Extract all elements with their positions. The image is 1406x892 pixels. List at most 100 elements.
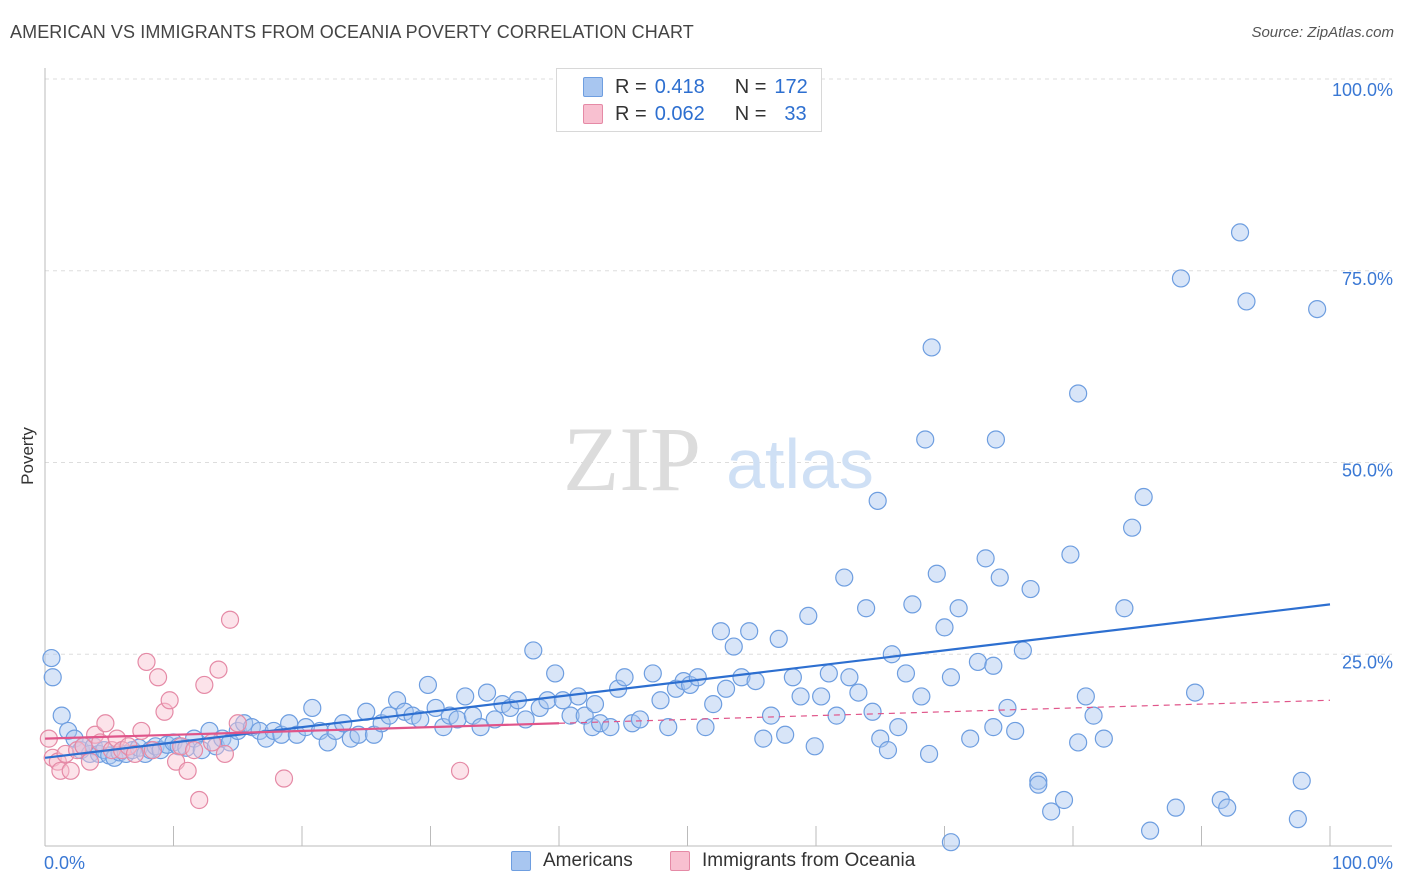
data-point [192,741,211,760]
data-point [303,698,322,718]
data-point [43,668,62,687]
legend-label: Immigrants from Oceania [702,850,916,871]
data-point [696,718,715,737]
data-point [1237,292,1256,311]
data-point [716,679,736,698]
oceania-swatch [583,104,603,124]
n-label: N = [734,102,767,125]
trend-layer [44,603,1331,759]
oceania-trend-extension [558,699,1331,724]
data-point [1013,641,1032,660]
data-point [1292,771,1311,790]
data-point [148,668,168,687]
data-point [1006,721,1025,741]
data-point [1115,599,1134,618]
data-point [919,744,939,764]
data-point [160,691,179,710]
data-point [155,702,174,721]
chart-title: AMERICAN VS IMMIGRANTS FROM OCEANIA POVE… [10,22,694,42]
data-point [651,691,670,710]
data-point [1029,775,1048,794]
data-point [349,725,368,744]
data-point [190,790,209,810]
data-point [857,599,876,618]
data-point [220,610,240,629]
data-point [961,729,980,748]
x-tick-label: 100.0% [1332,853,1393,873]
data-point [96,714,115,733]
data-point [935,618,954,637]
data-point [561,706,580,725]
data-point [949,599,968,618]
data-point [941,668,961,687]
legend-row-oceania: R = 0.062 N = 33 [583,102,807,126]
source-label: Source: ZipAtlas.com [1251,24,1394,41]
y-tick-label: 50.0% [1342,461,1393,481]
data-point [840,668,859,687]
data-point [643,664,662,683]
data-point [209,660,228,679]
americans-trend-line [44,603,1331,759]
data-point [835,568,854,587]
data-point [984,656,1003,675]
data-point [538,691,557,710]
data-point [630,710,650,729]
series-layer [39,223,1327,852]
data-point [1218,798,1237,817]
r-value: 0.418 [654,75,705,98]
data-point [524,641,543,660]
data-point [941,833,961,852]
data-point [805,737,824,756]
data-point [477,683,497,702]
n-label: N = [734,75,767,98]
data-point [882,645,901,664]
data-point [1029,771,1048,790]
data-point [769,629,788,649]
legend-label: Americans [543,850,633,871]
data-point [125,744,145,764]
data-point [1021,579,1040,599]
data-point [471,718,490,737]
data-point [849,683,868,702]
legend-americans[interactable]: Americans [511,850,633,872]
data-point [418,675,438,695]
data-point [256,729,276,748]
data-point [990,568,1009,587]
data-point [746,671,765,691]
data-point [688,668,707,687]
data-point [1288,810,1307,829]
data-point [711,622,731,641]
data-point [1069,733,1088,752]
data-point [448,710,467,729]
data-point [228,714,247,733]
x-tick-label: 0.0% [44,853,85,873]
y-axis-label: Poverty [18,427,37,485]
data-point [732,668,751,687]
axes [44,68,1392,847]
watermark-atlas: atlas [726,425,874,503]
data-point [52,706,71,725]
data-point [812,687,831,706]
data-point [61,761,80,780]
r-value: 0.062 [654,102,705,125]
americans-series [42,223,1327,852]
data-point [178,761,197,780]
legend-oceania[interactable]: Immigrants from Oceania [670,850,915,872]
data-point [724,637,743,656]
data-point [585,695,605,714]
data-point [80,752,100,771]
data-point [868,491,887,510]
data-point [968,652,988,672]
data-point [195,675,214,695]
y-tick-label: 25.0% [1342,652,1393,672]
data-point [1185,683,1205,702]
data-point [922,338,941,357]
data-point [791,687,810,706]
n-value: 33 [784,102,807,125]
data-point [615,668,634,687]
data-point [1166,798,1185,817]
data-point [896,664,916,683]
watermark: ZIP atlas [563,408,874,510]
data-point [450,761,470,780]
